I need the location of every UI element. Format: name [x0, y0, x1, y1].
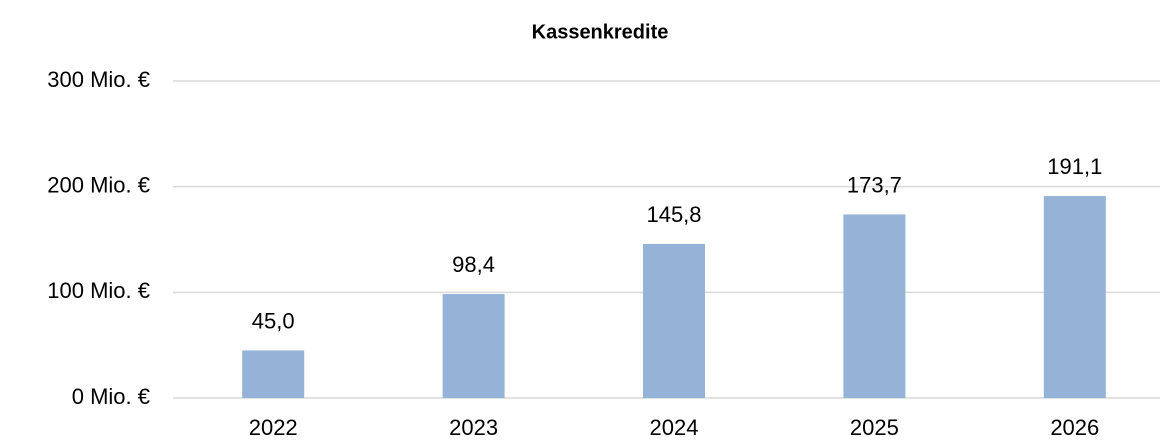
y-tick-label: 200 Mio. €: [47, 172, 150, 197]
x-tick-label: 2026: [1050, 415, 1099, 440]
x-tick-label: 2025: [850, 415, 899, 440]
data-label: 173,7: [847, 172, 902, 197]
bar: [442, 294, 505, 398]
y-tick-label: 300 Mio. €: [47, 67, 150, 92]
bar: [643, 243, 705, 398]
y-tick-label: 0 Mio. €: [72, 384, 150, 409]
data-label: 45,0: [252, 308, 295, 333]
x-tick-label: 2024: [650, 415, 699, 440]
bar: [843, 214, 906, 398]
chart-title: Kassenkredite: [532, 21, 669, 43]
x-tick-label: 2022: [249, 415, 298, 440]
y-tick-label: 100 Mio. €: [47, 278, 150, 303]
x-tick-label: 2023: [449, 415, 498, 440]
data-label: 191,1: [1047, 154, 1102, 179]
bar: [242, 350, 305, 398]
bar: [1043, 196, 1106, 398]
data-label: 145,8: [646, 202, 701, 227]
data-label: 98,4: [452, 252, 495, 277]
